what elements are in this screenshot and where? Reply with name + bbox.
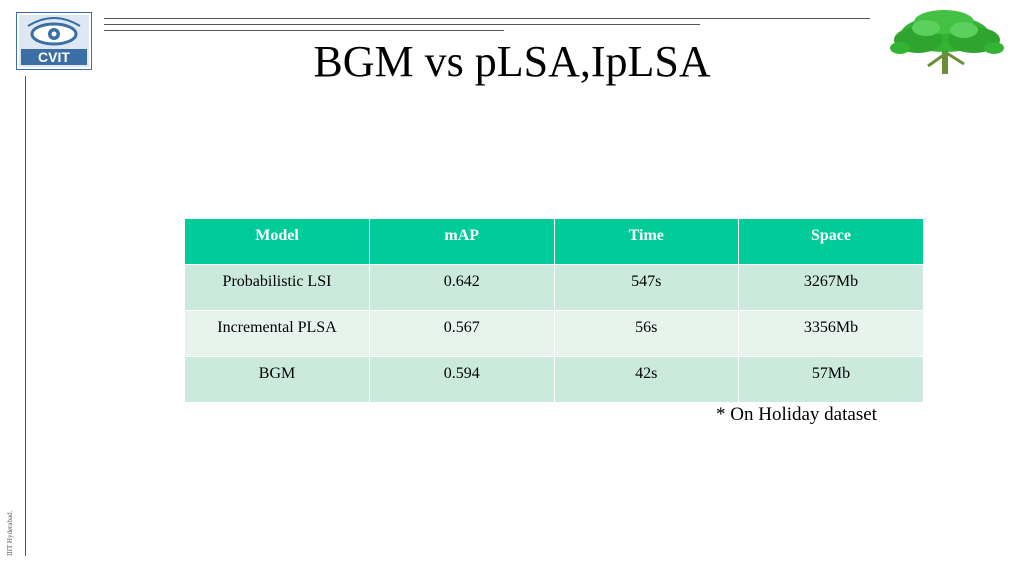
- dataset-note: * On Holiday dataset: [716, 404, 877, 425]
- table-cell: 0.642: [369, 264, 555, 311]
- table-row: BGM 0.594 42s 57Mb: [185, 356, 923, 403]
- table-cell: BGM: [185, 356, 370, 403]
- header-cell-model: Model: [185, 219, 370, 265]
- table-cell: 0.567: [369, 310, 555, 357]
- table-cell: 56s: [554, 310, 739, 357]
- left-rule: [25, 76, 26, 556]
- footer-text: IIIT Hyderabad.: [6, 510, 14, 556]
- comparison-table: Model mAP Time Space Probabilistic LSI 0…: [185, 219, 923, 403]
- header-cell-map: mAP: [369, 219, 555, 265]
- table-row: Incremental PLSA 0.567 56s 3356Mb: [185, 310, 923, 357]
- header-rule: [104, 18, 870, 19]
- table-cell: 547s: [554, 264, 739, 311]
- page-title: BGM vs pLSA,IpLSA: [0, 32, 1024, 92]
- table-cell: 0.594: [369, 356, 555, 403]
- table-cell: 42s: [554, 356, 739, 403]
- table-cell: 57Mb: [738, 356, 923, 403]
- logo-text: CVIT: [38, 49, 70, 65]
- table-row: Probabilistic LSI 0.642 547s 3267Mb: [185, 264, 923, 311]
- header-cell-time: Time: [554, 219, 739, 265]
- table-cell: 3356Mb: [738, 310, 923, 357]
- page-title-text: BGM vs pLSA,IpLSA: [313, 37, 711, 86]
- header-rule: [104, 24, 700, 25]
- table-header-row: Model mAP Time Space: [185, 219, 923, 265]
- table-cell: Incremental PLSA: [185, 310, 370, 357]
- header-cell-space: Space: [738, 219, 923, 265]
- header-rule: [104, 30, 504, 31]
- table-cell: 3267Mb: [738, 264, 923, 311]
- table-cell: Probabilistic LSI: [185, 264, 370, 311]
- cvit-logo-icon: CVIT: [16, 12, 92, 70]
- tree-icon: [890, 10, 1004, 74]
